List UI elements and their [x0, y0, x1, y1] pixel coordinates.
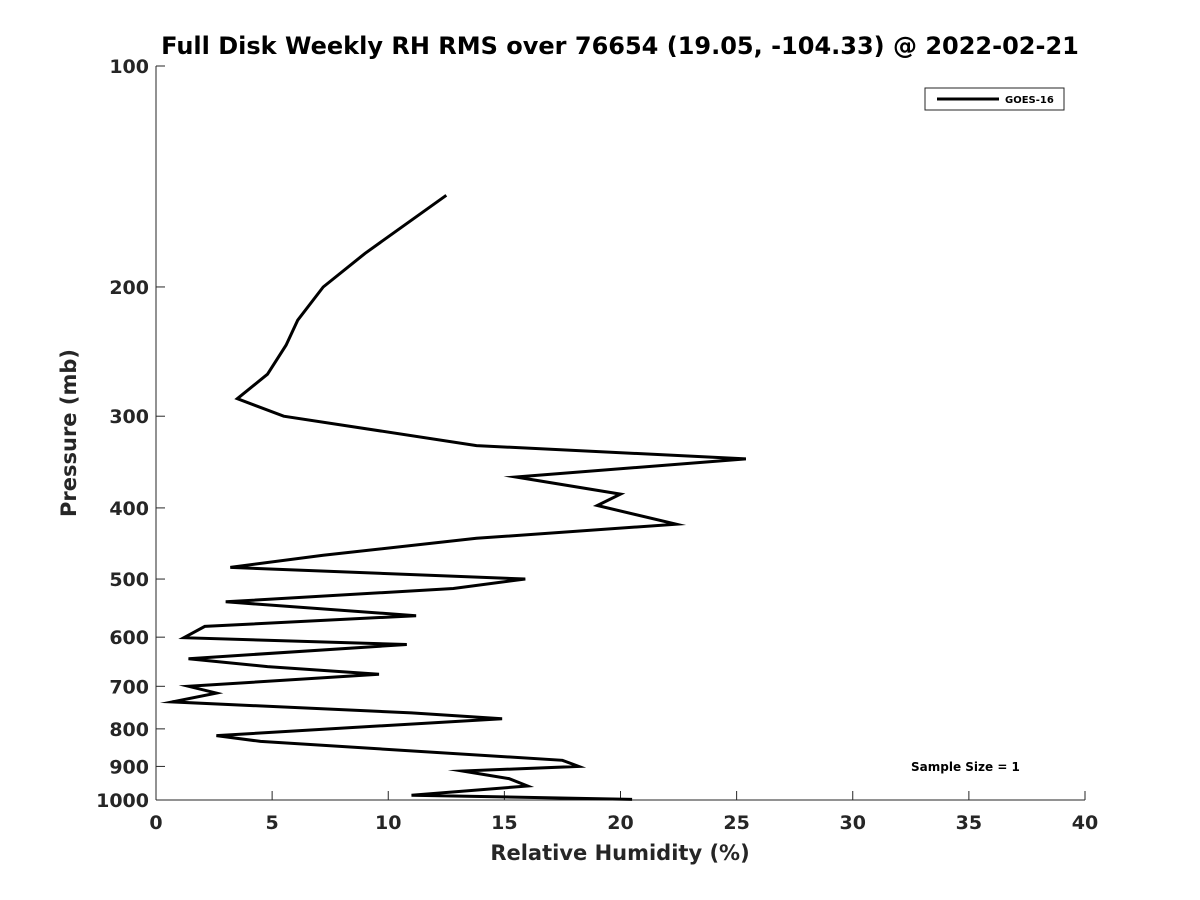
x-tick-label: 40 [1072, 812, 1098, 834]
series-line-goes-16 [159, 194, 747, 801]
axes [155, 66, 1085, 801]
y-tick-label: 100 [109, 56, 149, 78]
y-tick-label: 300 [109, 406, 149, 428]
x-axis-label: Relative Humidity (%) [490, 841, 749, 865]
y-tick-label: 900 [109, 756, 149, 778]
series-layer [159, 194, 747, 801]
x-tick-label: 5 [266, 812, 279, 834]
x-tick-label: 15 [491, 812, 517, 834]
y-tick-label: 600 [109, 627, 149, 649]
y-tick-label: 200 [109, 277, 149, 299]
x-ticks: 0 5 10 15 20 25 30 35 40 [149, 791, 1098, 834]
legend: GOES-16 [924, 87, 1065, 111]
y-tick-label: 700 [109, 676, 149, 698]
y-ticks: 100 200 300 400 500 600 700 800 900 1000 [96, 56, 165, 812]
x-tick-label: 35 [956, 812, 982, 834]
y-tick-label: 500 [109, 569, 149, 591]
x-tick-label: 0 [149, 812, 162, 834]
chart-title: Full Disk Weekly RH RMS over 76654 (19.0… [161, 32, 1079, 60]
y-axis-label: Pressure (mb) [57, 349, 81, 517]
y-tick-label: 800 [109, 719, 149, 741]
legend-label-goes-16: GOES-16 [1005, 95, 1054, 106]
y-tick-label: 400 [109, 498, 149, 520]
x-tick-label: 30 [840, 812, 866, 834]
y-tick-label: 1000 [96, 790, 149, 812]
sample-size-annotation: Sample Size = 1 [911, 760, 1020, 774]
x-tick-label: 10 [375, 812, 401, 834]
x-tick-label: 25 [723, 812, 749, 834]
x-tick-label: 20 [607, 812, 633, 834]
